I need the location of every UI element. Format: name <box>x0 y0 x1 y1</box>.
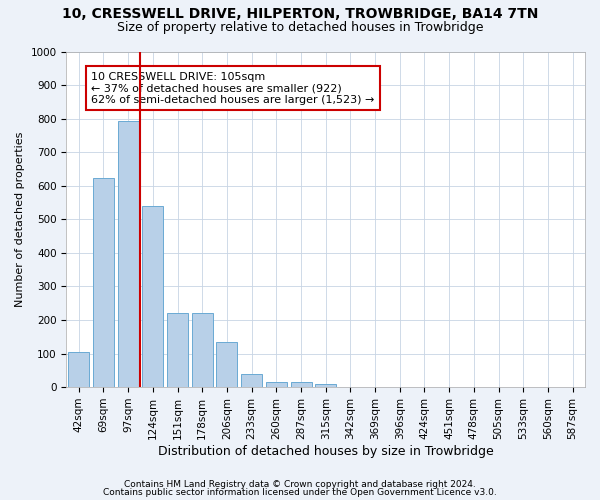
Bar <box>241 374 262 387</box>
Bar <box>192 312 213 387</box>
Text: 10, CRESSWELL DRIVE, HILPERTON, TROWBRIDGE, BA14 7TN: 10, CRESSWELL DRIVE, HILPERTON, TROWBRID… <box>62 8 538 22</box>
Text: Contains HM Land Registry data © Crown copyright and database right 2024.: Contains HM Land Registry data © Crown c… <box>124 480 476 489</box>
Bar <box>315 384 336 387</box>
Bar <box>142 206 163 387</box>
Text: 10 CRESSWELL DRIVE: 105sqm
← 37% of detached houses are smaller (922)
62% of sem: 10 CRESSWELL DRIVE: 105sqm ← 37% of deta… <box>91 72 374 105</box>
Text: Size of property relative to detached houses in Trowbridge: Size of property relative to detached ho… <box>117 22 483 35</box>
Bar <box>118 121 139 387</box>
Y-axis label: Number of detached properties: Number of detached properties <box>15 132 25 307</box>
Text: Contains public sector information licensed under the Open Government Licence v3: Contains public sector information licen… <box>103 488 497 497</box>
Bar <box>93 178 114 387</box>
X-axis label: Distribution of detached houses by size in Trowbridge: Distribution of detached houses by size … <box>158 444 494 458</box>
Bar <box>290 382 311 387</box>
Bar <box>217 342 238 387</box>
Bar <box>68 352 89 387</box>
Bar <box>266 382 287 387</box>
Bar <box>167 312 188 387</box>
